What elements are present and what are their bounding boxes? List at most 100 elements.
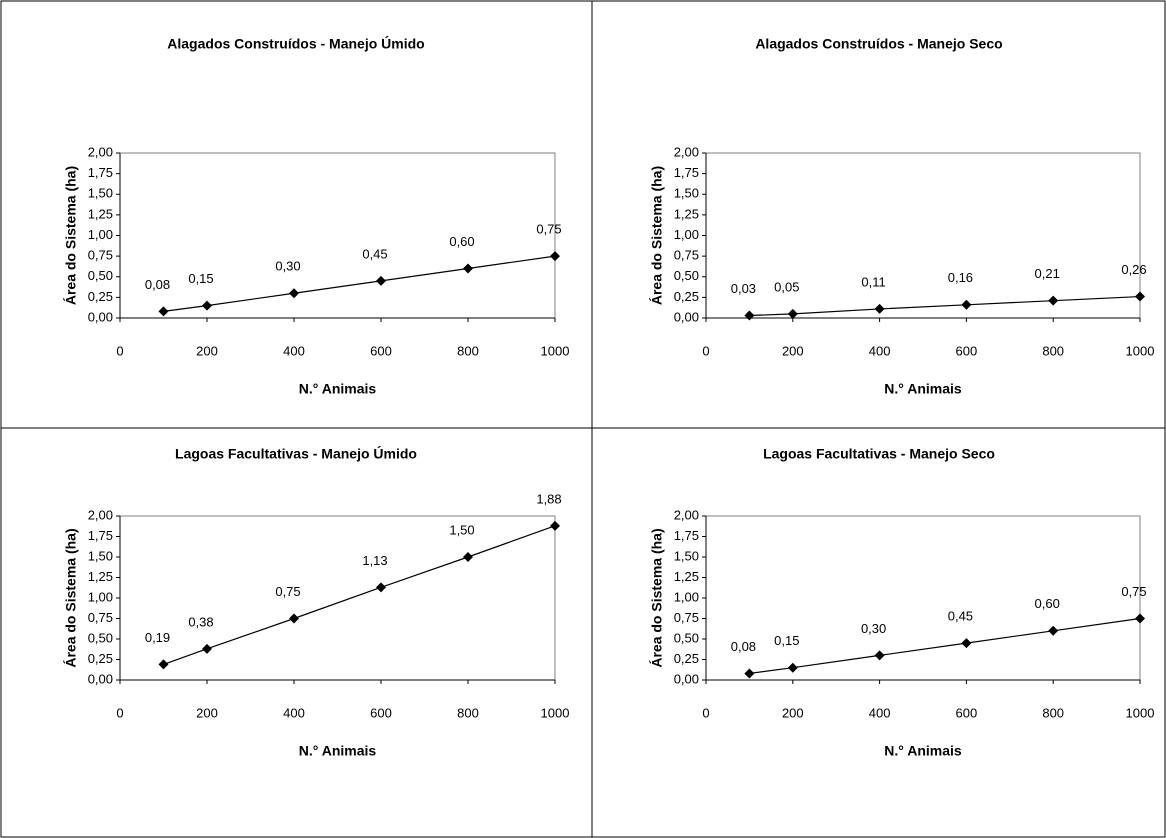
data-point	[202, 300, 212, 311]
plot-area	[705, 515, 1141, 681]
y-axis-title: Área do Sistema (ha)	[649, 528, 665, 667]
x-tick-label: 1000	[541, 343, 570, 358]
x-tick-label: 0	[702, 705, 709, 720]
data-label: 0,21	[1035, 266, 1060, 281]
data-label: 0,75	[275, 584, 300, 599]
y-tick-label: 1,75	[674, 528, 699, 543]
x-axis-title: N.° Animais	[299, 381, 377, 397]
x-axis-title: N.° Animais	[884, 743, 962, 759]
data-point	[1135, 291, 1145, 302]
y-tick-label: 1,00	[674, 589, 699, 604]
data-point	[289, 288, 299, 299]
y-tick-label: 1,25	[88, 569, 113, 584]
data-label: 0,75	[1121, 584, 1146, 599]
y-tick-label: 0,50	[88, 630, 113, 645]
data-label: 0,19	[145, 630, 170, 645]
y-tick-label: 0,25	[88, 651, 113, 666]
y-axis-title: Área do Sistema (ha)	[63, 166, 79, 305]
x-tick-label: 200	[196, 343, 218, 358]
y-tick-label: 1,25	[88, 206, 113, 221]
y-axis-title: Área do Sistema (ha)	[649, 166, 665, 305]
x-axis-title: N.° Animais	[884, 381, 962, 397]
data-point	[1048, 625, 1059, 636]
y-tick-label: 0,50	[674, 268, 699, 283]
x-tick-label: 600	[956, 343, 978, 358]
x-tick-label: 0	[116, 343, 123, 358]
data-point	[463, 552, 473, 562]
data-point	[744, 310, 755, 321]
data-line	[163, 255, 556, 312]
x-tick-label: 200	[196, 705, 218, 720]
y-tick-label: 2,00	[674, 507, 699, 522]
y-tick-label: 2,00	[88, 507, 113, 522]
y-tick-label: 0,75	[674, 610, 699, 625]
x-tick-label: 800	[1042, 343, 1064, 358]
plot-area	[119, 152, 556, 319]
y-tick-label: 0,00	[674, 671, 699, 686]
data-label: 0,08	[145, 277, 170, 292]
data-label: 0,26	[1121, 262, 1146, 277]
y-tick-label: 1,00	[674, 227, 699, 242]
y-tick-label: 1,00	[88, 227, 113, 242]
x-tick-label: 1000	[1126, 705, 1155, 720]
y-tick-label: 1,75	[88, 165, 113, 180]
data-label: 0,05	[774, 279, 799, 294]
y-tick-label: 1,50	[88, 186, 113, 201]
data-label: 0,11	[861, 274, 885, 289]
x-tick-label: 200	[782, 343, 804, 358]
y-tick-label: 2,00	[674, 144, 699, 159]
y-tick-label: 1,25	[674, 569, 699, 584]
y-tick-label: 0,00	[88, 671, 113, 686]
y-tick-label: 0,75	[674, 248, 699, 263]
data-label: 0,16	[948, 270, 973, 285]
x-tick-label: 0	[702, 343, 709, 358]
data-point	[158, 659, 169, 670]
data-point	[1135, 613, 1145, 624]
y-tick-label: 1,75	[674, 165, 699, 180]
y-tick-label: 1,25	[674, 206, 699, 221]
data-line	[749, 295, 1141, 317]
data-point	[376, 275, 386, 286]
y-tick-label: 2,00	[88, 144, 113, 159]
x-axis-title: N.° Animais	[299, 743, 377, 759]
chart-title: Alagados Construídos - Manejo Seco	[755, 36, 1002, 52]
data-point	[376, 582, 386, 593]
y-tick-label: 0,75	[88, 610, 113, 625]
y-axis-title: Área do Sistema (ha)	[63, 528, 79, 667]
plot-area	[119, 515, 556, 681]
y-tick-label: 0,00	[674, 309, 699, 324]
x-tick-label: 600	[370, 343, 392, 358]
data-label: 0,60	[449, 234, 474, 249]
data-point	[202, 643, 212, 654]
x-tick-label: 800	[457, 705, 479, 720]
x-tick-label: 600	[956, 705, 978, 720]
data-point	[744, 668, 755, 679]
chart-title: Lagoas Facultativas - Manejo Seco	[763, 446, 995, 462]
data-label: 0,15	[188, 271, 213, 286]
chart-title: Alagados Construídos - Manejo Úmido	[167, 35, 424, 52]
y-tick-label: 0,25	[674, 651, 699, 666]
data-point	[550, 251, 560, 262]
x-tick-label: 1000	[541, 705, 570, 720]
x-tick-label: 0	[116, 705, 123, 720]
x-tick-label: 400	[869, 343, 891, 358]
x-tick-label: 200	[782, 705, 804, 720]
x-tick-label: 600	[370, 705, 392, 720]
y-tick-label: 0,50	[88, 268, 113, 283]
data-label: 0,45	[948, 609, 973, 624]
y-tick-label: 0,25	[88, 289, 113, 304]
y-tick-label: 1,50	[674, 548, 699, 563]
data-point	[289, 613, 299, 624]
data-label: 1,50	[449, 522, 474, 537]
data-label: 0,38	[188, 614, 213, 629]
y-tick-label: 1,50	[674, 186, 699, 201]
y-tick-label: 0,75	[88, 248, 113, 263]
data-line	[163, 525, 556, 665]
data-point	[961, 299, 972, 310]
data-label: 0,08	[731, 639, 756, 654]
data-point	[158, 306, 169, 317]
y-tick-label: 0,50	[674, 630, 699, 645]
x-tick-label: 400	[283, 705, 305, 720]
data-label: 1,13	[362, 553, 387, 568]
